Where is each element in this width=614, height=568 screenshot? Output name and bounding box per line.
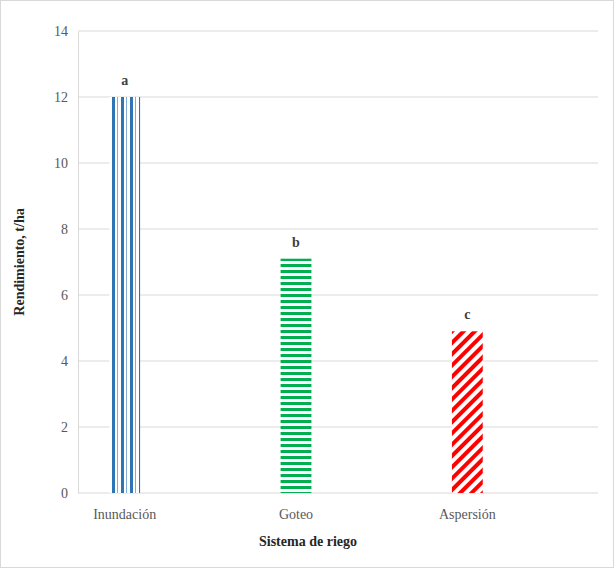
annotation: c	[464, 307, 470, 322]
grid-line	[78, 163, 598, 164]
grid	[78, 31, 598, 493]
y-tick-label: 6	[61, 288, 68, 303]
annotation: b	[292, 235, 300, 250]
y-tick: 8	[61, 222, 78, 237]
grid-line	[78, 31, 598, 32]
y-tick: 12	[54, 90, 78, 105]
chart: 0 2 4 6 8 10 12 14 Inundación Goteo Aspersión a b c Si…	[0, 0, 614, 568]
y-tick-label: 14	[54, 24, 68, 39]
x-tick-label: Inundación	[93, 507, 156, 522]
x-tick: Aspersión	[439, 493, 496, 522]
grid-line	[78, 295, 598, 296]
x-tick-label: Goteo	[279, 507, 313, 522]
x-tick: Goteo	[279, 493, 313, 522]
grid-line	[78, 361, 598, 362]
x-tick: Inundación	[93, 493, 156, 522]
y-tick-label: 12	[54, 90, 68, 105]
y-tick-label: 2	[61, 420, 68, 435]
annotations: a b c	[121, 73, 470, 322]
annotation: a	[121, 73, 128, 88]
y-tick-label: 4	[61, 354, 68, 369]
bar	[109, 97, 140, 493]
bar	[452, 331, 483, 493]
y-tick: 2	[61, 420, 78, 435]
x-axis-title: Sistema de riego	[259, 534, 357, 549]
y-tick: 0	[61, 486, 78, 501]
grid-line	[78, 427, 598, 428]
x-axis-line	[40, 493, 554, 494]
grid-line	[78, 493, 598, 494]
y-tick-label: 10	[54, 156, 68, 171]
y-tick-label: 8	[61, 222, 68, 237]
y-tick: 14	[54, 24, 78, 39]
y-axis-line	[78, 32, 79, 494]
y-tick-label: 0	[61, 486, 68, 501]
grid-line	[78, 97, 598, 98]
x-axis: Inundación Goteo Aspersión	[40, 493, 554, 522]
y-tick: 6	[61, 288, 78, 303]
chart-frame	[1, 1, 614, 568]
y-tick: 4	[61, 354, 78, 369]
y-axis: 0 2 4 6 8 10 12 14	[54, 24, 79, 501]
bars	[109, 97, 483, 493]
x-tick-label: Aspersión	[439, 507, 496, 522]
grid-line	[78, 229, 598, 230]
bar	[281, 259, 312, 493]
y-tick: 10	[54, 156, 78, 171]
y-axis-title: Rendimiento, t/ha	[12, 208, 27, 315]
